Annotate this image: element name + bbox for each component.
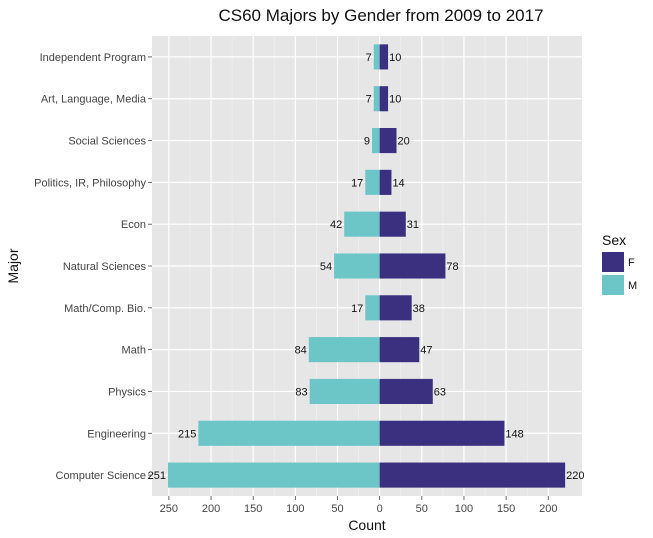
y-category-label: Math/Comp. Bio. — [64, 303, 146, 315]
legend-key-f — [602, 252, 624, 272]
x-axis-title: Count — [348, 517, 385, 533]
data-label-m: 7 — [366, 52, 372, 64]
data-label-f: 31 — [407, 219, 419, 231]
legend: Sex FM — [602, 232, 637, 295]
x-axis-ticks: 250 200 150 100 50 0 50 100 150 200 — [160, 496, 557, 515]
bar-m — [309, 378, 380, 404]
bar-f — [379, 462, 566, 488]
chart-title: CS60 Majors by Gender from 2009 to 2017 — [218, 6, 543, 25]
y-axis-title: Major — [5, 248, 21, 283]
bar-f — [379, 44, 389, 70]
x-tick-label: 250 — [160, 503, 178, 515]
bar-m — [373, 86, 380, 112]
data-label-m: 17 — [351, 303, 363, 315]
y-category-label: Natural Sciences — [63, 261, 147, 273]
x-tick-label: 200 — [539, 503, 557, 515]
y-category-label: Physics — [108, 386, 146, 398]
data-label-m: 83 — [295, 386, 307, 398]
x-tick-label: 50 — [416, 503, 428, 515]
y-category-label: Social Sciences — [68, 136, 146, 148]
bar-m — [372, 128, 380, 154]
bar-m — [365, 169, 380, 195]
data-label-f: 63 — [434, 386, 446, 398]
data-label-m: 42 — [330, 219, 342, 231]
bar-m — [373, 44, 380, 70]
x-tick-label: 100 — [286, 503, 304, 515]
x-tick-label: 200 — [202, 503, 220, 515]
bar-f — [379, 420, 505, 446]
bar-f — [379, 128, 397, 154]
data-label-f: 10 — [389, 94, 401, 106]
x-tick-label: 50 — [331, 503, 343, 515]
x-tick-label: 0 — [377, 503, 383, 515]
legend-title: Sex — [602, 232, 626, 248]
y-category-label: Independent Program — [40, 52, 146, 64]
data-label-f: 38 — [413, 303, 425, 315]
data-label-f: 148 — [505, 428, 523, 440]
data-label-f: 220 — [566, 470, 584, 482]
bar-f — [379, 295, 412, 321]
bars — [168, 44, 566, 488]
bar-f — [379, 169, 392, 195]
y-category-label: Engineering — [87, 428, 146, 440]
x-tick-label: 100 — [455, 503, 473, 515]
legend-key-m — [602, 275, 624, 295]
bar-m — [308, 337, 380, 363]
data-label-f: 10 — [389, 52, 401, 64]
legend-label-m: M — [628, 280, 637, 292]
bar-f — [379, 378, 433, 404]
bar-f — [379, 211, 406, 237]
bar-f — [379, 86, 389, 112]
data-label-f: 78 — [446, 261, 458, 273]
y-category-label: Computer Science — [56, 470, 147, 482]
y-category-label: Econ — [121, 219, 146, 231]
bar-f — [379, 337, 420, 363]
bar-f — [379, 253, 446, 279]
data-label-m: 54 — [320, 261, 332, 273]
x-tick-label: 150 — [244, 503, 262, 515]
data-label-f: 20 — [398, 136, 410, 148]
data-label-m: 251 — [148, 470, 166, 482]
data-label-f: 14 — [392, 177, 404, 189]
bar-m — [365, 295, 380, 321]
y-category-label: Math — [122, 345, 146, 357]
legend-label-f: F — [628, 257, 635, 269]
y-axis-categories: Independent Program Art, Language, Media S… — [34, 52, 152, 482]
data-label-m: 84 — [295, 345, 307, 357]
bar-m — [344, 211, 380, 237]
bar-m — [334, 253, 380, 279]
y-category-label: Politics, IR, Philosophy — [34, 177, 146, 189]
data-label-m: 215 — [178, 428, 196, 440]
y-category-label: Art, Language, Media — [41, 94, 147, 106]
data-label-m: 9 — [364, 136, 370, 148]
x-tick-label: 150 — [497, 503, 515, 515]
data-label-f: 47 — [420, 345, 432, 357]
data-label-m: 7 — [366, 94, 372, 106]
data-label-m: 17 — [351, 177, 363, 189]
data-labels: 7 10 7 10 9 20 17 14 42 31 54 78 17 38 84 47 83 63 215 148 2… — [148, 52, 585, 482]
bar-m — [198, 420, 380, 446]
bar-m — [168, 462, 380, 488]
